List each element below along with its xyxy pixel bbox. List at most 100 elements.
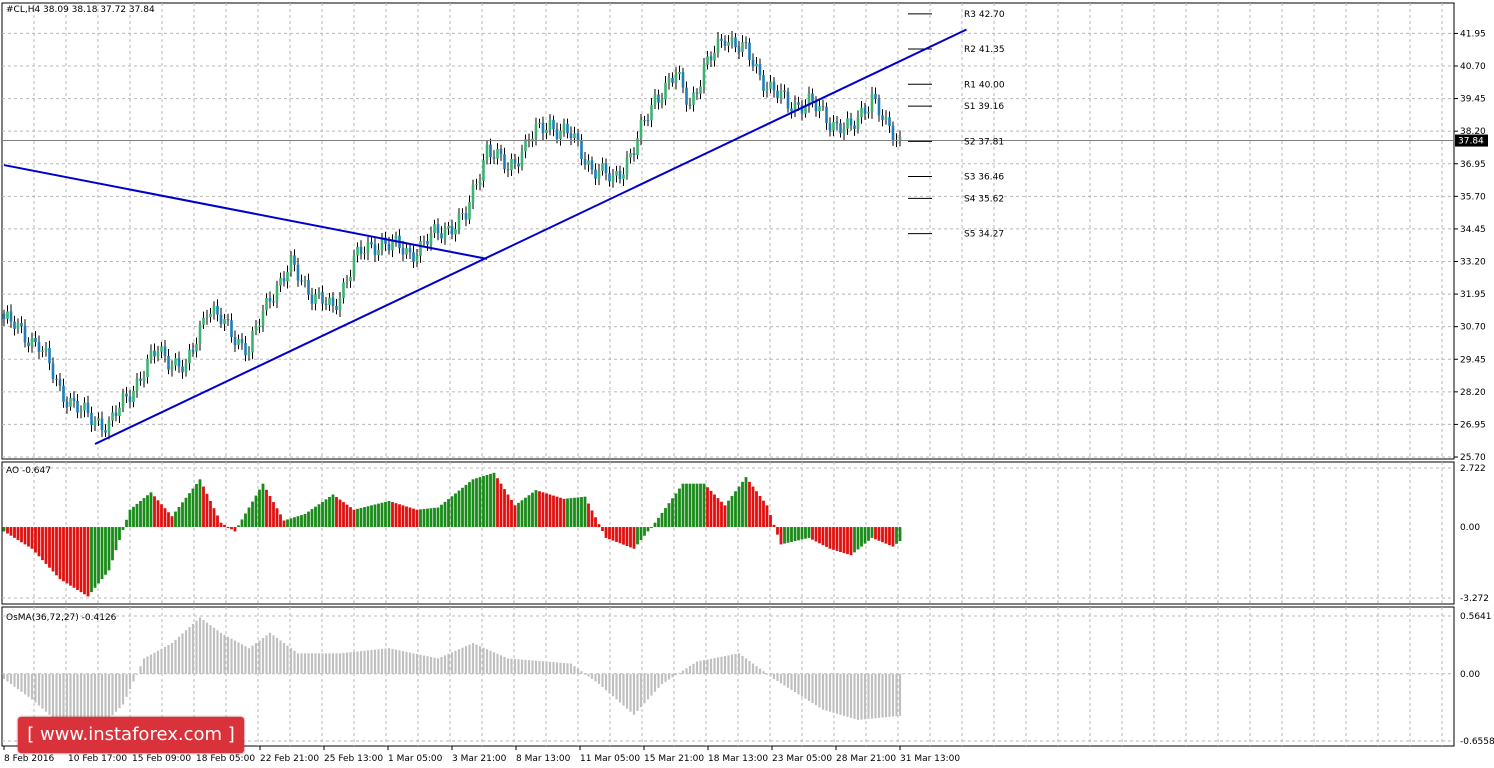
candle-body — [755, 63, 758, 67]
osma-bar — [167, 644, 170, 674]
candle-body — [345, 281, 349, 283]
ao-bar — [867, 527, 870, 541]
ao-bar — [471, 479, 475, 528]
ao-bar — [51, 527, 55, 572]
ao-bar — [125, 519, 128, 528]
ao-bar — [821, 527, 825, 546]
candle-body — [657, 94, 660, 103]
osma-bar — [870, 673, 874, 719]
candle-body — [646, 120, 650, 122]
candle-body — [685, 87, 688, 105]
ao-bar — [188, 493, 191, 528]
osma-bar — [48, 673, 51, 715]
ao-bar — [30, 527, 34, 549]
osma-bar — [457, 649, 461, 674]
osma-bar — [279, 640, 282, 674]
candle-body — [454, 229, 457, 235]
osma-bar — [97, 673, 100, 730]
osma-bar — [205, 622, 209, 674]
osma-bar — [149, 654, 153, 674]
candle-body — [811, 93, 814, 102]
ao-bar — [779, 527, 783, 545]
candle-body — [328, 297, 331, 305]
osma-bar — [461, 647, 464, 674]
trendlines[interactable] — [3, 28, 967, 445]
osma-bar — [359, 651, 363, 674]
osma-bar — [422, 655, 426, 674]
candle-body — [240, 339, 244, 344]
ao-bar — [898, 527, 902, 542]
osma-bar — [41, 673, 44, 709]
candle-body — [359, 246, 363, 254]
ao-bar — [681, 483, 685, 528]
ao-bar — [265, 489, 268, 528]
candle-body — [139, 378, 142, 382]
ao-bar — [237, 525, 240, 528]
candle-body — [727, 42, 730, 46]
ao-bar — [548, 494, 552, 528]
candle-body — [97, 418, 100, 421]
y-tick-label: 31.95 — [1460, 290, 1486, 300]
candle-body — [562, 123, 566, 131]
osma-bar — [765, 673, 769, 675]
osma-bar — [594, 673, 597, 682]
ao-bar — [13, 527, 16, 538]
ao-bar — [167, 512, 170, 528]
ao-bar — [279, 514, 282, 528]
ao-bar — [100, 527, 104, 580]
candle-body — [118, 407, 121, 417]
ao-bar — [44, 527, 48, 564]
osma-bar — [415, 654, 419, 674]
candle-body — [251, 330, 254, 353]
y-tick-label: 28.20 — [1460, 388, 1486, 398]
candle-body — [569, 133, 573, 139]
candle-body — [468, 202, 471, 220]
osma-bar — [587, 673, 590, 677]
candle-body — [744, 42, 748, 44]
osma-bar — [590, 673, 594, 679]
candle-body — [247, 352, 251, 356]
osma-bar — [604, 673, 608, 691]
osma-bar — [58, 673, 62, 725]
osma-bar — [90, 673, 93, 733]
ao-bar — [783, 527, 786, 544]
osma-bar — [125, 673, 128, 697]
osma-bar — [265, 635, 268, 674]
osma-bar — [104, 673, 107, 723]
ao-bar — [496, 478, 499, 528]
y-tick-label: 38.20 — [1460, 127, 1486, 137]
price-candles — [2, 30, 1454, 440]
candle-body — [678, 72, 681, 75]
candle-body — [804, 105, 807, 114]
ao-bar — [839, 527, 842, 552]
osma-bar — [888, 673, 891, 717]
osma-bar — [328, 653, 331, 674]
osma-bar — [618, 673, 622, 703]
osma-bar — [828, 673, 832, 712]
ao-bar — [527, 495, 531, 528]
osma-y-label: 0.00 — [1460, 670, 1480, 680]
osma-bar — [107, 673, 111, 719]
osma-bar — [674, 673, 678, 676]
candle-body — [55, 378, 58, 380]
candle-body — [205, 316, 209, 318]
osma-bar — [387, 648, 391, 674]
candle-body — [849, 118, 853, 126]
osma-bar — [188, 627, 191, 674]
candle-body — [261, 310, 265, 326]
ao-bar — [380, 502, 384, 528]
candle-body — [265, 298, 268, 311]
ao-bar — [797, 527, 800, 541]
ao-bar — [566, 498, 569, 528]
candle-body — [419, 240, 422, 256]
ao-bar — [804, 527, 807, 539]
ao-bar — [576, 497, 580, 528]
ao-bar — [807, 527, 811, 538]
candle-body — [496, 149, 499, 159]
candle-body — [846, 118, 849, 129]
ao-bar — [468, 482, 471, 528]
osma-bar — [702, 660, 706, 674]
osma-bar — [853, 673, 856, 719]
osma-bar — [755, 666, 758, 674]
